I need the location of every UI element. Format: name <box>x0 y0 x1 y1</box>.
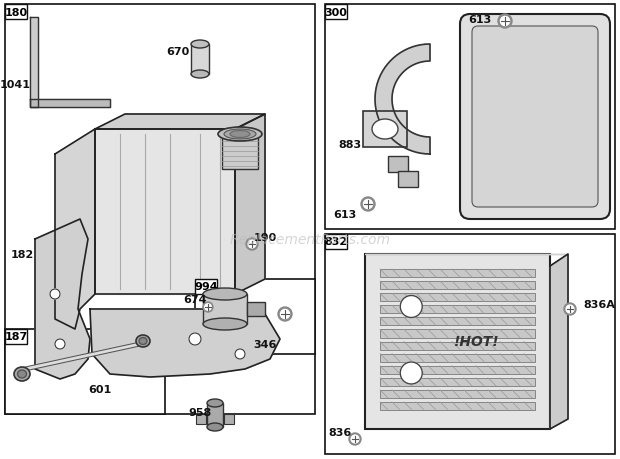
Bar <box>365 254 550 429</box>
Text: 187: 187 <box>4 332 28 342</box>
Bar <box>380 354 535 362</box>
Circle shape <box>564 303 576 315</box>
Polygon shape <box>30 100 110 108</box>
Circle shape <box>401 296 422 318</box>
Bar <box>380 330 535 338</box>
Circle shape <box>278 308 292 321</box>
Bar <box>380 390 535 398</box>
Ellipse shape <box>203 318 247 330</box>
Text: 613: 613 <box>468 15 492 25</box>
Ellipse shape <box>207 399 223 407</box>
Text: 674: 674 <box>184 294 206 304</box>
Polygon shape <box>375 45 430 155</box>
Bar <box>380 269 535 278</box>
Text: 180: 180 <box>4 7 27 17</box>
Circle shape <box>246 239 258 251</box>
Bar <box>5 329 27 344</box>
Bar <box>380 293 535 302</box>
Text: 883: 883 <box>339 140 361 150</box>
Text: 994: 994 <box>194 282 218 292</box>
Bar <box>380 306 535 313</box>
Ellipse shape <box>191 71 209 79</box>
Circle shape <box>500 17 510 27</box>
Circle shape <box>55 339 65 349</box>
Polygon shape <box>35 219 90 379</box>
Text: !HOT!: !HOT! <box>453 335 499 349</box>
Bar <box>325 235 615 454</box>
Bar <box>363 112 407 148</box>
Bar <box>224 414 234 424</box>
Bar <box>325 5 615 230</box>
Text: ReplacementParts.com: ReplacementParts.com <box>229 233 391 246</box>
Circle shape <box>203 302 213 312</box>
Ellipse shape <box>207 423 223 431</box>
Bar <box>5 329 165 414</box>
Bar <box>195 280 315 354</box>
Text: 601: 601 <box>89 384 112 394</box>
Polygon shape <box>55 130 95 329</box>
Text: 190: 190 <box>254 233 277 242</box>
Circle shape <box>235 349 245 359</box>
Bar <box>380 281 535 290</box>
Polygon shape <box>30 18 38 108</box>
Bar <box>247 302 265 316</box>
Bar <box>380 366 535 374</box>
Bar <box>203 294 247 325</box>
Bar <box>380 378 535 386</box>
Bar <box>196 414 206 424</box>
FancyBboxPatch shape <box>472 27 598 207</box>
FancyBboxPatch shape <box>460 15 610 219</box>
Polygon shape <box>95 130 235 294</box>
Circle shape <box>349 433 361 445</box>
Text: 958: 958 <box>188 407 211 417</box>
Ellipse shape <box>14 367 30 381</box>
Ellipse shape <box>17 370 27 378</box>
Ellipse shape <box>191 41 209 49</box>
Text: 346: 346 <box>254 339 277 349</box>
Bar <box>398 172 418 188</box>
Bar <box>5 5 27 20</box>
Text: 613: 613 <box>334 210 356 219</box>
Text: 182: 182 <box>11 249 33 259</box>
Circle shape <box>566 305 574 313</box>
Text: 832: 832 <box>324 237 348 247</box>
Circle shape <box>363 200 373 209</box>
Bar <box>380 318 535 326</box>
Circle shape <box>401 362 422 384</box>
Polygon shape <box>550 254 568 429</box>
Bar <box>325 5 347 20</box>
Ellipse shape <box>218 128 262 142</box>
Circle shape <box>50 289 60 299</box>
Bar <box>207 403 223 427</box>
Bar <box>380 342 535 350</box>
Ellipse shape <box>230 131 250 138</box>
Circle shape <box>498 15 512 29</box>
Bar <box>195 280 217 294</box>
Bar <box>222 134 258 170</box>
Text: 1041: 1041 <box>0 80 30 90</box>
Bar <box>380 402 535 410</box>
Circle shape <box>351 435 359 443</box>
Circle shape <box>189 333 201 345</box>
Text: 836A: 836A <box>583 299 615 309</box>
Ellipse shape <box>203 288 247 300</box>
Bar <box>191 45 209 75</box>
Ellipse shape <box>139 338 147 345</box>
Ellipse shape <box>224 130 256 140</box>
Polygon shape <box>90 309 280 377</box>
Text: 300: 300 <box>324 7 347 17</box>
Bar <box>325 235 347 249</box>
Circle shape <box>361 197 375 212</box>
Circle shape <box>205 304 211 311</box>
Ellipse shape <box>372 120 398 140</box>
Polygon shape <box>235 115 265 294</box>
Bar <box>5 5 315 414</box>
Text: 836: 836 <box>329 427 352 437</box>
Polygon shape <box>95 115 265 130</box>
Text: 670: 670 <box>166 47 190 57</box>
Ellipse shape <box>136 335 150 347</box>
Bar <box>388 157 408 173</box>
Circle shape <box>248 241 256 248</box>
Circle shape <box>280 310 290 319</box>
